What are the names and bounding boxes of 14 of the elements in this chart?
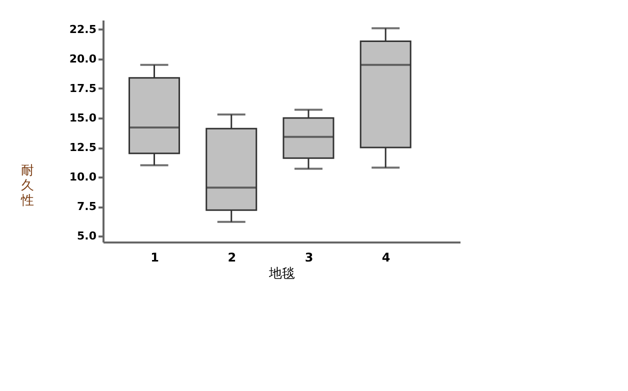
y-tick-label: 20.0	[69, 52, 97, 66]
x-tick-label: 3	[304, 250, 314, 264]
x-axis-title: 地毯	[268, 266, 295, 282]
y-axis-title: 耐久性	[20, 164, 34, 208]
y-tick-label: 10.0	[69, 170, 97, 184]
y-tick-label: 7.5	[77, 200, 96, 214]
x-tick-label: 1	[150, 250, 159, 264]
y-tick-label: 15.0	[69, 112, 97, 125]
y-tick-label: 17.5	[69, 82, 96, 95]
x-tick-label: 4	[382, 250, 390, 264]
y-tick-label: 12.5	[69, 141, 96, 154]
x-tick-label: 2	[228, 250, 236, 264]
y-tick-label: 5.0	[77, 230, 97, 243]
y-tick-label: 22.5	[69, 22, 96, 36]
